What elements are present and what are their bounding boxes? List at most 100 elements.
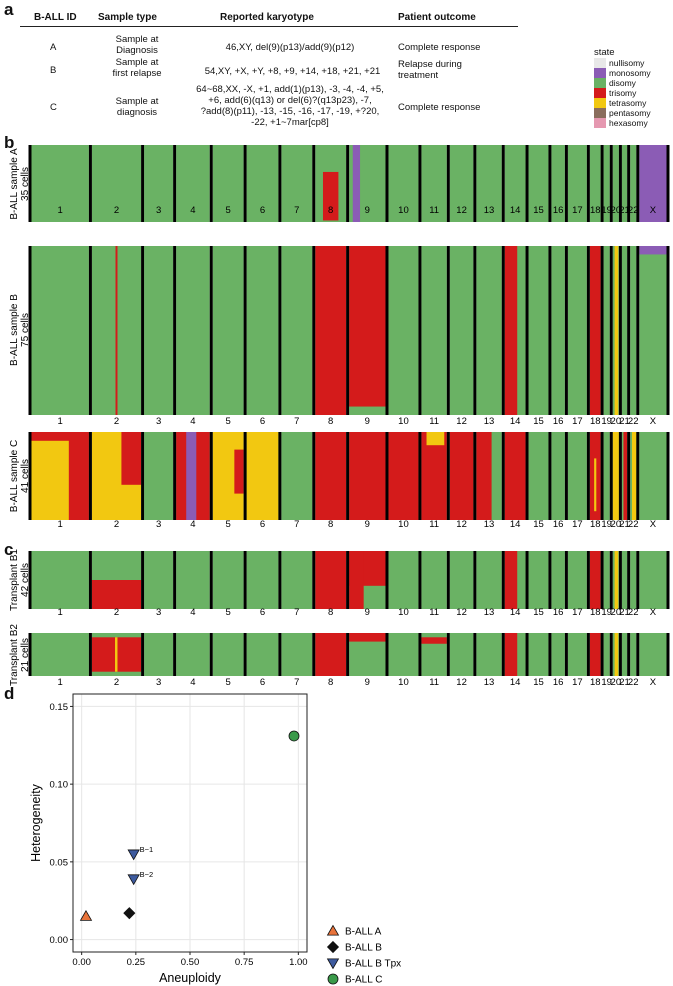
heatmap-sample-c-separator: [627, 432, 631, 520]
legend-entry: B-ALL C: [345, 975, 382, 986]
heatmap-sample-a-segment: [322, 171, 339, 221]
heatmap-transplant-b1-separator: [501, 551, 505, 609]
heatmap-sample-a-chr-5: [212, 145, 244, 222]
heatmap-transplant-b2-separator: [636, 633, 640, 676]
heatmap-sample-b-chr-1: [31, 246, 89, 415]
heatmap-transplant-b2-separator: [525, 633, 529, 676]
heatmap-sample-b-chr-label-17: 17: [572, 416, 583, 427]
heatmap-transplant-b1-separator: [28, 551, 32, 609]
heatmap-transplant-b2-separator: [418, 633, 422, 676]
heatmap-transplant-b1-chr-22: [630, 551, 637, 609]
heatmap-transplant-b1-segment: [315, 551, 347, 609]
legend-entry: B-ALL B Tpx: [345, 959, 401, 970]
point-b-all-b-tpx: [127, 874, 140, 886]
heatmap-sample-a-separator: [385, 145, 389, 222]
heatmap-sample-b-chr-label-13: 13: [484, 416, 495, 427]
heatmap-transplant-b2-chr-label-1: 1: [58, 677, 63, 688]
panel-label-d: d: [4, 684, 15, 703]
heatmap-sample-a-chr-19: [603, 145, 610, 222]
heatmap-sample-c-segment: [186, 432, 197, 520]
heatmap-sample-a-separator: [600, 145, 604, 222]
heatmap-transplant-b2-chr-label-8: 8: [328, 677, 333, 688]
heatmap-sample-c-separator: [346, 432, 350, 520]
heatmap-transplant-b1-chr-label-20: 20: [611, 607, 622, 618]
gridlines: [73, 694, 307, 952]
heatmap-transplant-b1-chr-label-14: 14: [510, 607, 521, 618]
heatmap-sample-a-chr-label-11: 11: [429, 205, 439, 216]
heatmap-transplant-b2-separator: [346, 633, 350, 676]
legend-item-disomy: disomy: [594, 78, 651, 88]
heatmap-transplant-b1-label: Transplant B142 cells: [9, 549, 31, 611]
legend-swatch-hexasomy: [594, 118, 606, 128]
heatmap-sample-a-chr-label-X: X: [650, 205, 657, 216]
heatmap-sample-a-chr-4: [176, 145, 210, 222]
heatmap-sample-a-label: B-ALL sample A35 cells: [9, 148, 31, 220]
heatmap-transplant-b1-separator: [418, 551, 422, 609]
heatmap-sample-c-chr-label-14: 14: [510, 519, 521, 530]
point-b-all-b-tpx: [127, 849, 140, 861]
heatmap-sample-c-chr-label-19: 19: [601, 519, 612, 530]
heatmap-transplant-b1-segment: [91, 580, 142, 609]
heatmap-sample-c-segment: [623, 432, 628, 520]
heatmap-transplant-b1-separator: [600, 551, 604, 609]
heatmap-transplant-b1-separator: [385, 551, 389, 609]
heatmap-transplant-b2-chr-4: [176, 633, 210, 676]
heatmap-sample-c-chr-label-17: 17: [572, 519, 583, 530]
heatmap-transplant-b2-segment: [115, 637, 118, 672]
legend-swatch-disomy: [594, 78, 606, 88]
heatmap-sample-a-separator: [548, 145, 552, 222]
legend-items: nullisomy monosomy disomy trisomy tetrasomy p…: [594, 58, 651, 128]
x-tick-label: 0.75: [235, 957, 254, 968]
table-header-outcome: Patient outcome: [398, 12, 476, 23]
heatmap-transplant-b2-chr-10: [388, 633, 419, 676]
y-axis-label: Heterogeneity: [29, 783, 43, 862]
x-axis-label: Aneuploidy: [159, 971, 222, 985]
heatmap-transplant-b2-separator: [609, 633, 613, 676]
legend-label-nullisomy: nullisomy: [609, 58, 645, 68]
heatmap-sample-a-chr-label-4: 4: [190, 205, 195, 216]
legend-label-pentasomy: pentasomy: [609, 108, 651, 118]
heatmap-sample-a-chr-17: [567, 145, 587, 222]
heatmap-sample-b-separator: [346, 246, 350, 415]
table-header-sample-type: Sample type: [98, 12, 157, 23]
heatmap-sample-a-separator: [501, 145, 505, 222]
heatmap-sample-a-chr-label-7: 7: [294, 205, 299, 216]
heatmap-sample-a-separator: [586, 145, 590, 222]
heatmap-sample-c-segment: [476, 432, 492, 520]
heatmap-transplant-b2-separator: [278, 633, 282, 676]
heatmap-sample-b-chr-label-21: 21: [619, 416, 630, 427]
heatmap-transplant-b2-separator: [618, 633, 622, 676]
heatmap-sample-c-chr-label-12: 12: [456, 519, 467, 530]
heatmap-sample-a-chr-12: [449, 145, 474, 222]
state-legend: state nullisomy monosomy disomy trisomy tetr…: [594, 47, 651, 128]
heatmap-sample-c-chr-19: [603, 432, 610, 520]
heatmap-sample-b-separator: [141, 246, 145, 415]
heatmap-transplant-b2-chr-label-7: 7: [294, 677, 299, 688]
heatmap-sample-b-chr-22: [630, 246, 637, 415]
heatmap-sample-b-chr-label-15: 15: [533, 416, 544, 427]
heatmap-sample-c-chr-label-5: 5: [226, 519, 231, 530]
heatmap-transplant-b2-chr-label-2: 2: [114, 677, 119, 688]
heatmap-sample-c-chr-label-7: 7: [294, 519, 299, 530]
heatmap-transplant-b2-chr-15: [528, 633, 549, 676]
x-tick-label: 0.00: [72, 957, 91, 968]
heatmap-transplant-b2-chr-label-22: 22: [628, 677, 639, 688]
heatmap-sample-a-chr-label-21: 21: [619, 205, 630, 216]
heatmap-transplant-b1-chr-21: [621, 551, 628, 609]
heatmap-sample-c-chr-label-13: 13: [484, 519, 495, 530]
heatmap-sample-c-label-line: B-ALL sample C: [9, 440, 20, 512]
heatmap-sample-b-separator: [88, 246, 92, 415]
table-row-b-karyotype: 54,XY, +X, +Y, +8, +9, +14, +18, +21, +2…: [204, 66, 381, 77]
heatmap-transplant-b1-chr-label-5: 5: [226, 607, 231, 618]
heatmap-sample-b-chr-17: [567, 246, 587, 415]
heatmap-sample-a-chr-label-3: 3: [156, 205, 161, 216]
legend-label-tetrasomy: tetrasomy: [609, 98, 647, 108]
heatmap-sample-a-chr-label-12: 12: [456, 205, 467, 216]
heatmap-transplant-b2-label: Transplant B221 cells: [9, 624, 31, 686]
heatmap-sample-b-chr-3: [144, 246, 174, 415]
heatmap-sample-a-separator: [627, 145, 631, 222]
heatmap-transplant-b1-chr-label-11: 11: [429, 607, 439, 618]
heatmap-sample-b-separator: [28, 246, 32, 415]
heatmap-sample-b-chr-11: [421, 246, 447, 415]
